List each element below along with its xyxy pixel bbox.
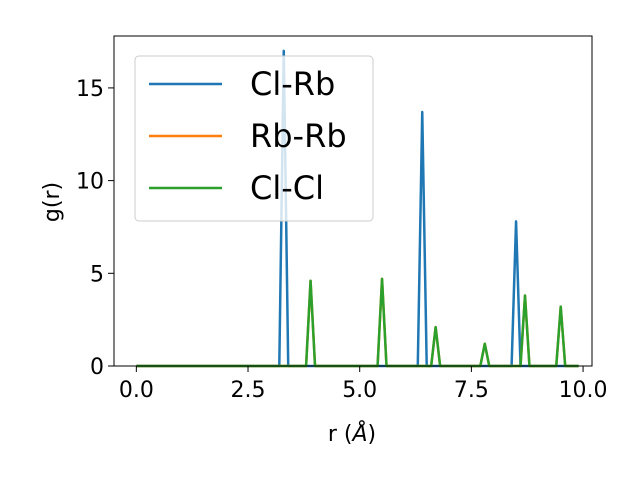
x-tick-label: 0.0	[119, 378, 154, 403]
x-axis-label: r (Å)	[328, 420, 376, 447]
y-tick-label: 0	[90, 355, 104, 380]
x-ticks: 0.0 2.5 5.0 7.5 10.0	[119, 366, 608, 403]
plot-frame	[113, 35, 593, 367]
x-tick-label: 10.0	[559, 378, 608, 403]
x-tick-label: 5.0	[342, 378, 377, 403]
legend-label-cl-rb: Cl-Rb	[250, 65, 335, 103]
y-tick-label: 10	[76, 170, 104, 195]
x-tick-label: 7.5	[454, 378, 489, 403]
x-tick-label: 2.5	[231, 378, 266, 403]
legend-label-cl-cl: Cl-Cl	[250, 169, 324, 207]
y-axis-label: g(r)	[40, 182, 65, 222]
legend-box	[134, 55, 374, 222]
y-tick-label: 5	[90, 262, 104, 287]
legend: Cl-Rb Rb-Rb Cl-Cl	[134, 55, 374, 222]
legend-label-rb-rb: Rb-Rb	[250, 117, 347, 155]
y-ticks: 0 5 10 15	[76, 77, 114, 380]
y-tick-label: 15	[76, 77, 104, 102]
